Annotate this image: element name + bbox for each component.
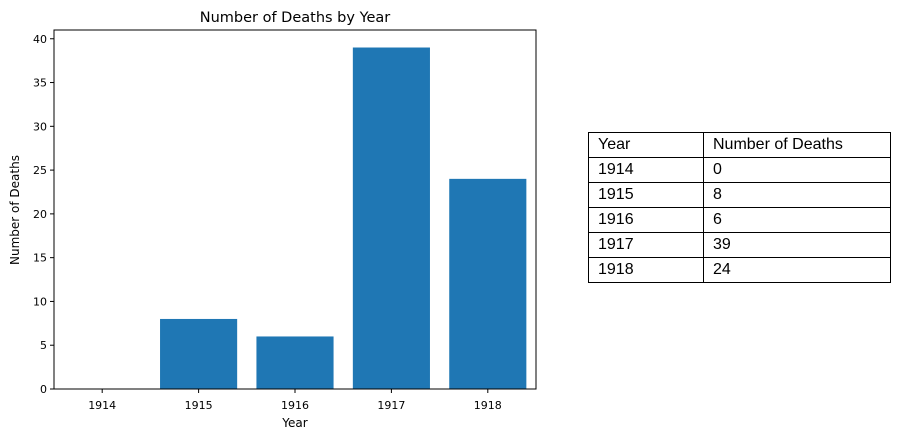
bar-1917 xyxy=(352,47,430,389)
chart-title: Number of Deaths by Year xyxy=(200,10,391,26)
x-tick-label: 1918 xyxy=(474,399,502,412)
table-cell-deaths: 24 xyxy=(703,257,891,283)
x-tick-label: 1916 xyxy=(281,399,309,412)
table-header-deaths: Number of Deaths xyxy=(703,132,891,158)
x-axis: 1914 1915 1916 1917 1918 xyxy=(88,389,502,412)
table-row: 1914 0 xyxy=(588,157,891,183)
table-cell-deaths: 39 xyxy=(703,232,891,258)
y-tick-label: 25 xyxy=(33,164,47,177)
table-cell-deaths: 8 xyxy=(703,182,891,208)
y-tick-label: 5 xyxy=(40,339,47,352)
table-cell-year: 1917 xyxy=(588,232,704,258)
bar-1918 xyxy=(449,178,527,389)
y-tick-label: 40 xyxy=(33,33,47,46)
table-cell-deaths: 0 xyxy=(703,157,891,183)
y-tick-label: 20 xyxy=(33,208,47,221)
y-tick-label: 10 xyxy=(33,295,47,308)
table-row: 1917 39 xyxy=(588,232,891,258)
x-tick-label: 1917 xyxy=(377,399,405,412)
table-header-year: Year xyxy=(588,132,704,158)
table-row: 1915 8 xyxy=(588,182,891,208)
y-tick-label: 30 xyxy=(33,120,47,133)
deaths-table: Year Number of Deaths 1914 0 1915 8 1916… xyxy=(588,132,891,283)
bar-1915 xyxy=(160,318,238,389)
y-axis-label: Number of Deaths xyxy=(8,155,22,265)
y-tick-label: 35 xyxy=(33,77,47,90)
table-cell-year: 1916 xyxy=(588,207,704,233)
y-tick-label: 15 xyxy=(33,252,47,265)
table-header-row: Year Number of Deaths xyxy=(588,132,891,158)
table-cell-year: 1915 xyxy=(588,182,704,208)
table-row: 1918 24 xyxy=(588,257,891,283)
x-tick-label: 1915 xyxy=(185,399,213,412)
bars-layer xyxy=(160,47,527,389)
table-cell-year: 1914 xyxy=(588,157,704,183)
table-cell-year: 1918 xyxy=(588,257,704,283)
bar-1916 xyxy=(256,336,334,389)
y-axis: 0 5 10 15 20 25 30 35 40 xyxy=(33,33,54,396)
x-tick-label: 1914 xyxy=(88,399,116,412)
x-axis-label: Year xyxy=(281,416,307,430)
bar-chart: Number of Deaths by Year 0 5 10 15 20 25 30 35 4… xyxy=(8,10,537,430)
table-row: 1916 6 xyxy=(588,207,891,233)
y-tick-label: 0 xyxy=(40,383,47,396)
table-cell-deaths: 6 xyxy=(703,207,891,233)
